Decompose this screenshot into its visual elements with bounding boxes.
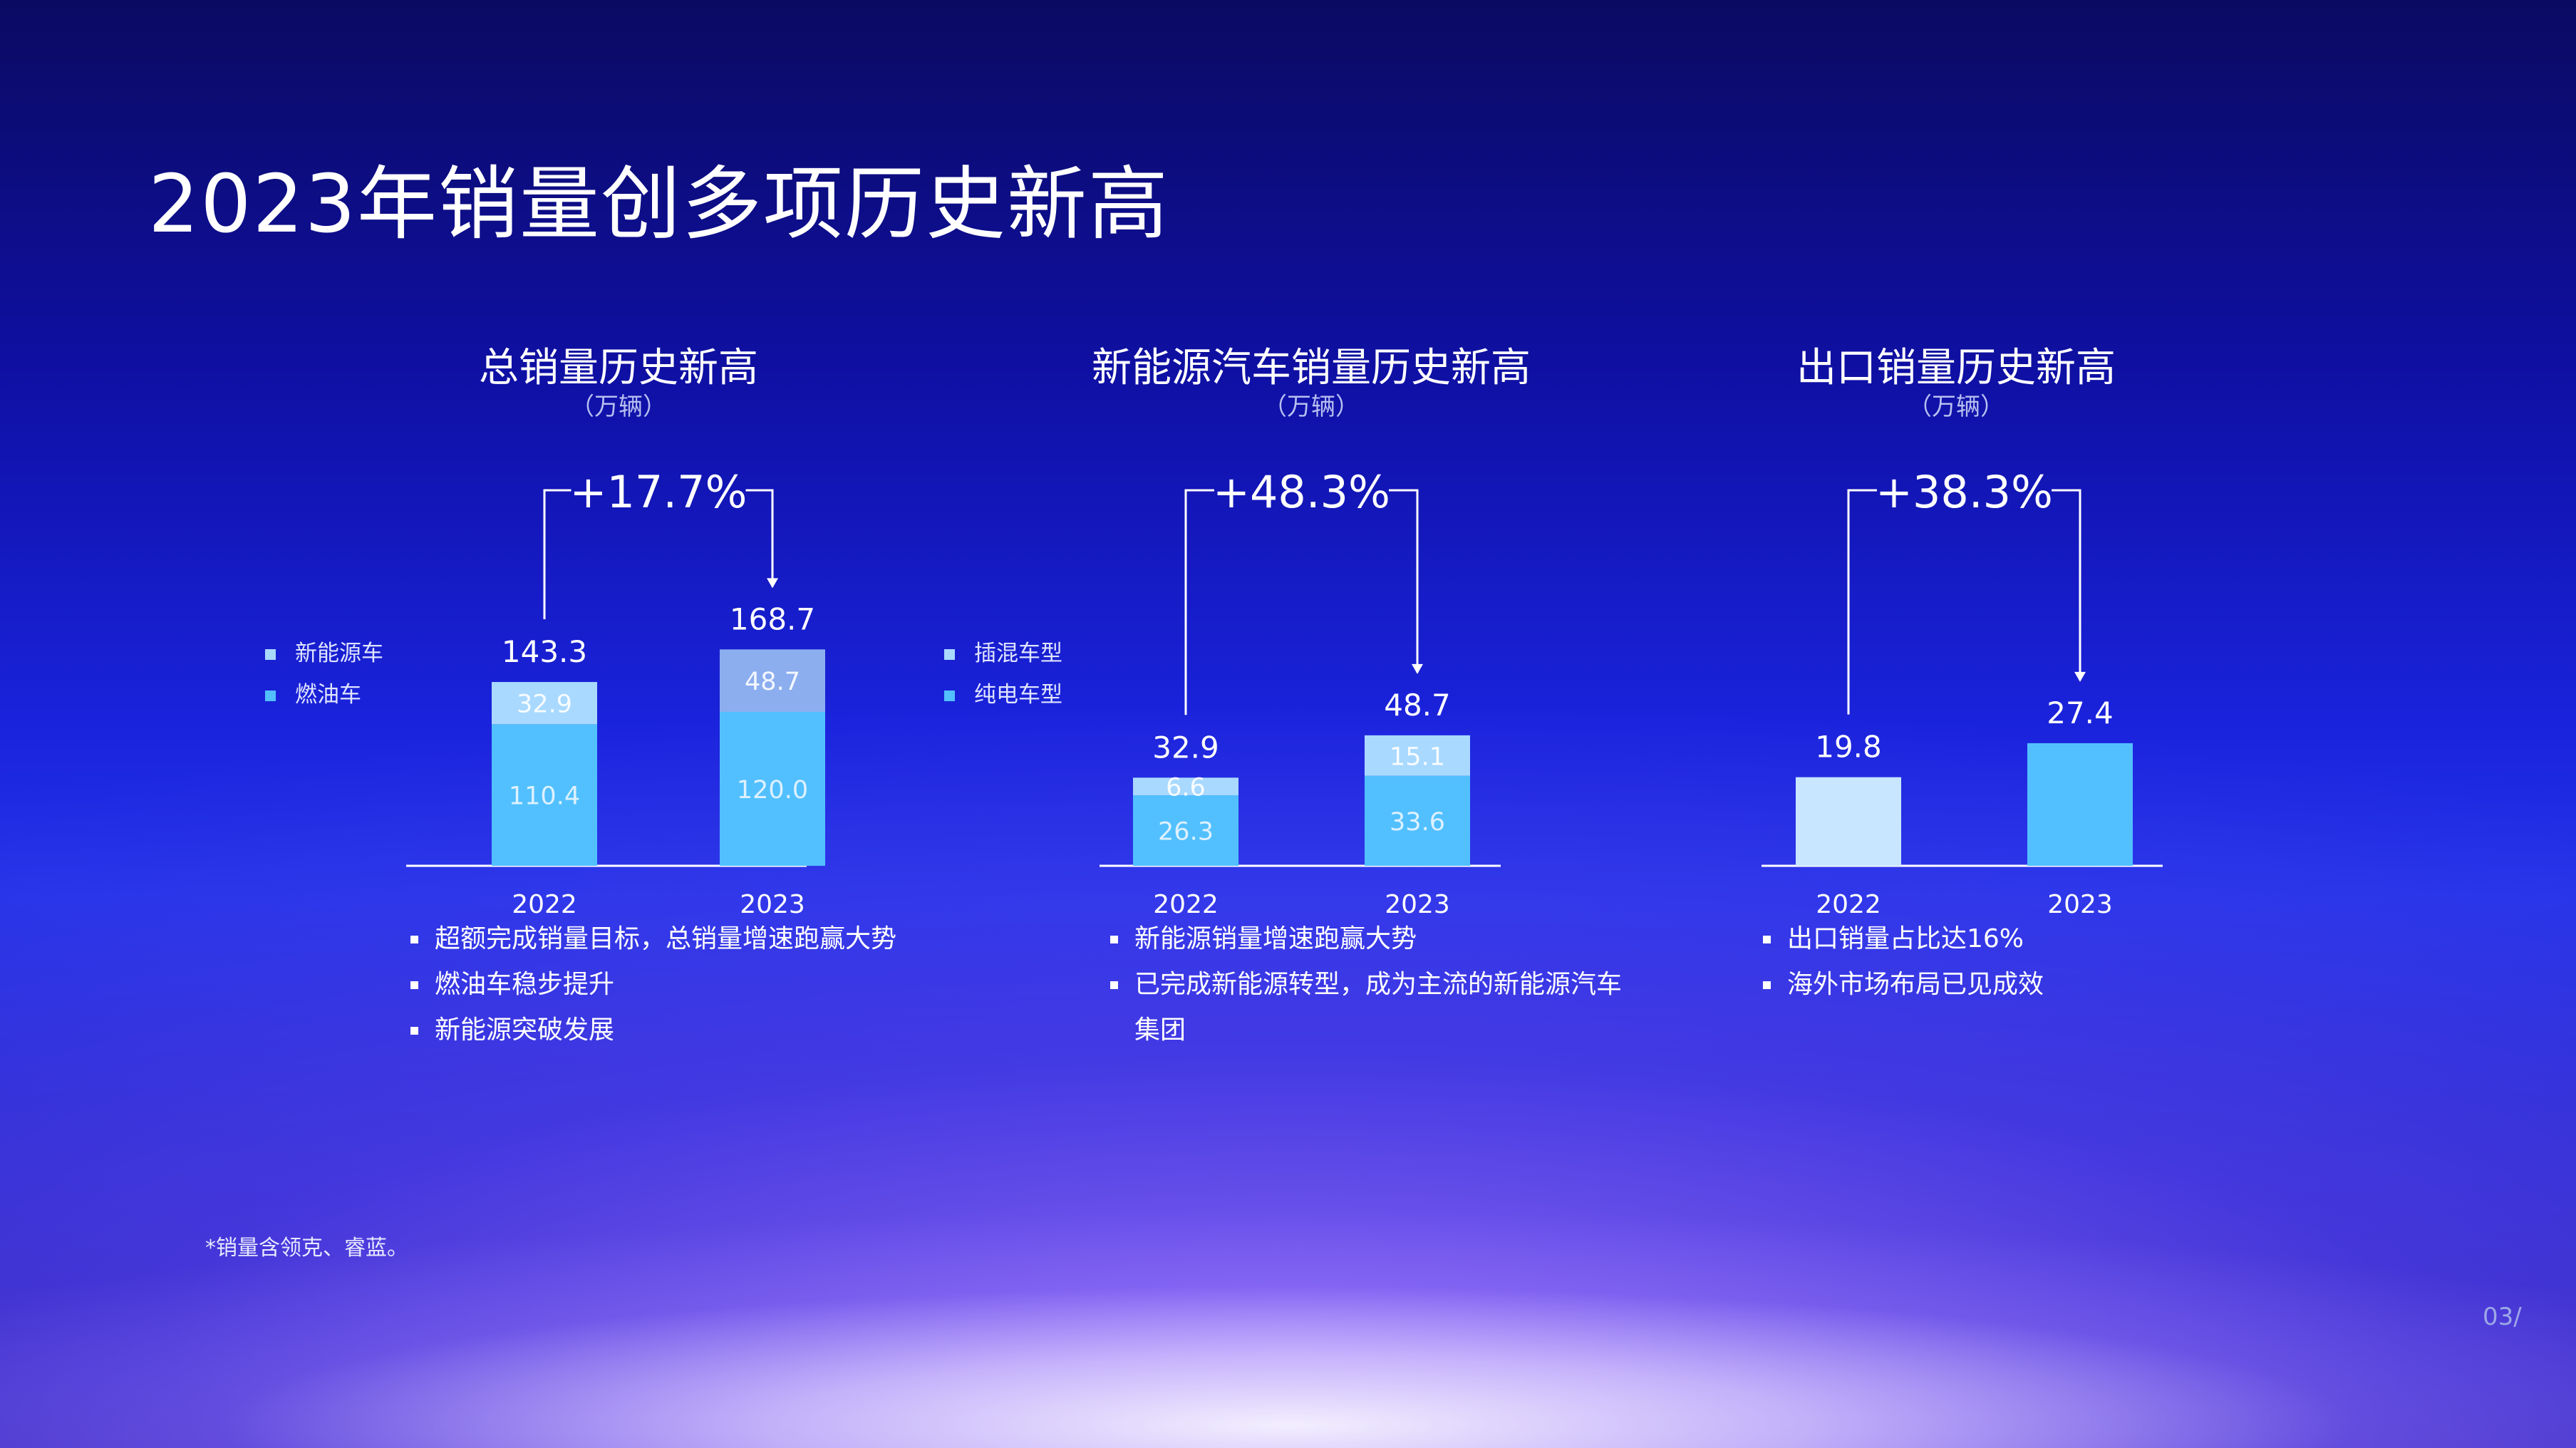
chart3-total-label-2023: 27.4 xyxy=(2047,695,2114,730)
chart2-total-label-2022: 32.9 xyxy=(1152,730,1219,765)
chart1-subtitle: （万辆） xyxy=(570,393,667,421)
chart2-bar-2023-seg2 xyxy=(1365,735,1470,776)
chart1-title: 总销量历史新高 xyxy=(479,345,758,391)
chart1-legend-label-1: 新能源车 xyxy=(295,641,383,666)
chart2-bar-2023-seg1 xyxy=(1365,775,1470,866)
chart2-seg-label-2023-1: 33.6 xyxy=(1390,808,1445,837)
chart1-category-label-2023: 2023 xyxy=(740,890,805,919)
chart1-bullet-3: 新能源突破发展 xyxy=(410,1008,976,1053)
chart3-growth-label: +38.3% xyxy=(1876,466,2053,518)
chart2-legend-swatch-2 xyxy=(944,691,955,701)
footnote: *销量含领克、睿蓝。 xyxy=(205,1236,408,1261)
chart3-bullet-1: 出口销量占比达16% xyxy=(1763,916,2329,962)
chart2-bullet-2: 已完成新能源转型，成为主流的新能源汽车集团 xyxy=(1110,962,1633,1053)
chart3-bar-2022-seg1 xyxy=(1796,777,1901,866)
chart2-category-label-2023: 2023 xyxy=(1385,890,1450,919)
chart3-growth-bracket xyxy=(1847,489,2081,715)
chart2-growth-bracket xyxy=(1184,489,1419,715)
chart2-bullet-1: 新能源销量增速跑赢大势 xyxy=(1110,916,1633,962)
chart2-seg-label-2023-2: 15.1 xyxy=(1390,743,1445,771)
chart3-bullet-2: 海外市场布局已见成效 xyxy=(1763,962,2329,1008)
chart1-legend-label-2: 燃油车 xyxy=(295,682,361,708)
chart1-legend-swatch-2 xyxy=(265,691,276,701)
chart1-category-label-2022: 2022 xyxy=(512,890,577,919)
chart1-growth-label: +17.7% xyxy=(570,466,748,518)
chart2-growth-arrowhead xyxy=(1412,663,1423,674)
chart1-seg-label-2022-1: 110.4 xyxy=(509,782,580,811)
chart1-total-label-2023: 168.7 xyxy=(730,601,815,636)
chart3-bar-2023-seg1 xyxy=(2027,743,2133,866)
chart2-total-label-2023: 48.7 xyxy=(1384,688,1451,723)
chart1-bar-2023-seg2 xyxy=(720,649,825,712)
chart1-growth-arrowhead xyxy=(767,578,778,589)
chart2-growth-label: +48.3% xyxy=(1213,466,1390,518)
page-number: 03/ xyxy=(2483,1303,2522,1331)
chart1-growth-bracket xyxy=(543,489,774,620)
chart2-subtitle: （万辆） xyxy=(1263,393,1360,421)
chart1-bullet-1: 超额完成销量目标，总销量增速跑赢大势 xyxy=(410,916,976,962)
chart2-legend-label-2: 纯电车型 xyxy=(974,682,1062,708)
chart2-seg-label-2022-2: 6.6 xyxy=(1166,774,1206,802)
chart1-bar-2022-seg1 xyxy=(492,724,597,866)
chart3-category-label-2022: 2022 xyxy=(1816,890,1881,919)
chart1-seg-label-2022-2: 32.9 xyxy=(517,691,572,719)
chart2-bar-2022-seg1 xyxy=(1133,795,1238,866)
chart2-legend-swatch-1 xyxy=(944,649,955,660)
chart1-legend-swatch-1 xyxy=(265,649,276,660)
chart1-bar-2022-seg2 xyxy=(492,682,597,725)
chart2-category-label-2022: 2022 xyxy=(1153,890,1219,919)
chart3-growth-arrowhead xyxy=(2074,671,2086,682)
chart2-seg-label-2022-1: 26.3 xyxy=(1158,818,1214,847)
chart3-category-label-2023: 2023 xyxy=(2047,890,2113,919)
chart3-total-label-2022: 19.8 xyxy=(1815,730,1882,765)
chart1-bullet-2: 燃油车稳步提升 xyxy=(410,962,976,1008)
chart1-total-label-2022: 143.3 xyxy=(502,634,587,669)
chart2-title: 新能源汽车销量历史新高 xyxy=(1092,345,1531,391)
chart2-legend-label-1: 插混车型 xyxy=(974,641,1062,666)
chart1-seg-label-2023-1: 120.0 xyxy=(737,776,808,805)
page-title: 2023年销量创多项历史新高 xyxy=(148,158,1170,251)
chart1-bar-2023-seg1 xyxy=(720,712,825,866)
chart1-seg-label-2023-2: 48.7 xyxy=(745,668,800,696)
chart3-title: 出口销量历史新高 xyxy=(1796,345,2116,391)
chart3-subtitle: （万辆） xyxy=(1908,393,2005,421)
chart2-bar-2022-seg2 xyxy=(1133,777,1238,796)
